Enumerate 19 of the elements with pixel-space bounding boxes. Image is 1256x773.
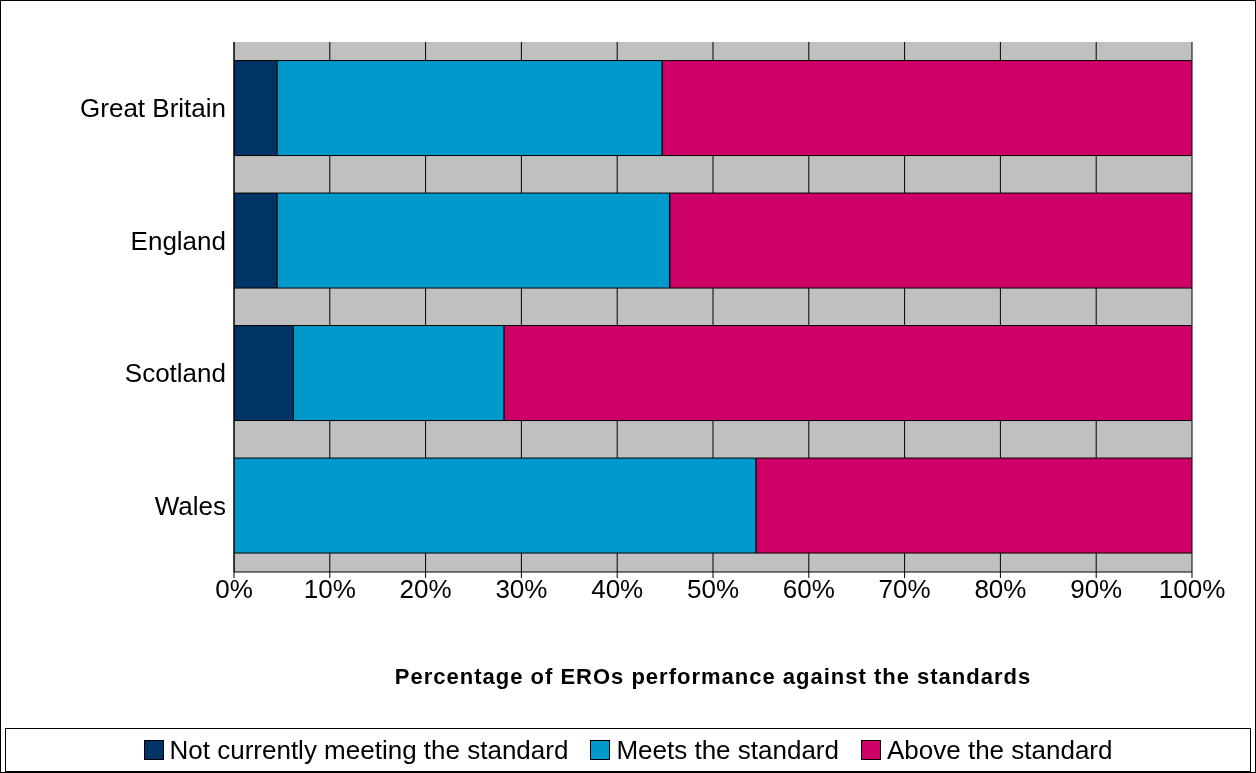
x-tick-label: 60% [782,574,835,605]
x-tick-label: 90% [1070,574,1123,605]
legend-label: Not currently meeting the standard [169,734,569,766]
legend-label: Above the standard [886,734,1113,766]
x-tick-label: 80% [974,574,1027,605]
y-tick-label: Wales [154,490,226,521]
y-tick-label: England [130,225,226,256]
x-tick-label: 10% [303,574,356,605]
y-tick-label: Great Britain [80,93,226,124]
legend-label: Meets the standard [616,734,839,766]
x-tick-label: 70% [878,574,931,605]
x-tick-label: 100% [1158,574,1226,605]
x-axis-title: Percentage of EROs performance against the standards [393,664,1033,690]
x-tick-label: 40% [591,574,644,605]
x-tick-label: 30% [495,574,548,605]
y-tick-label: Scotland [124,358,226,389]
x-tick-label: 20% [399,574,452,605]
x-tick-label: 0% [215,574,253,605]
x-tick-label: 50% [686,574,740,605]
